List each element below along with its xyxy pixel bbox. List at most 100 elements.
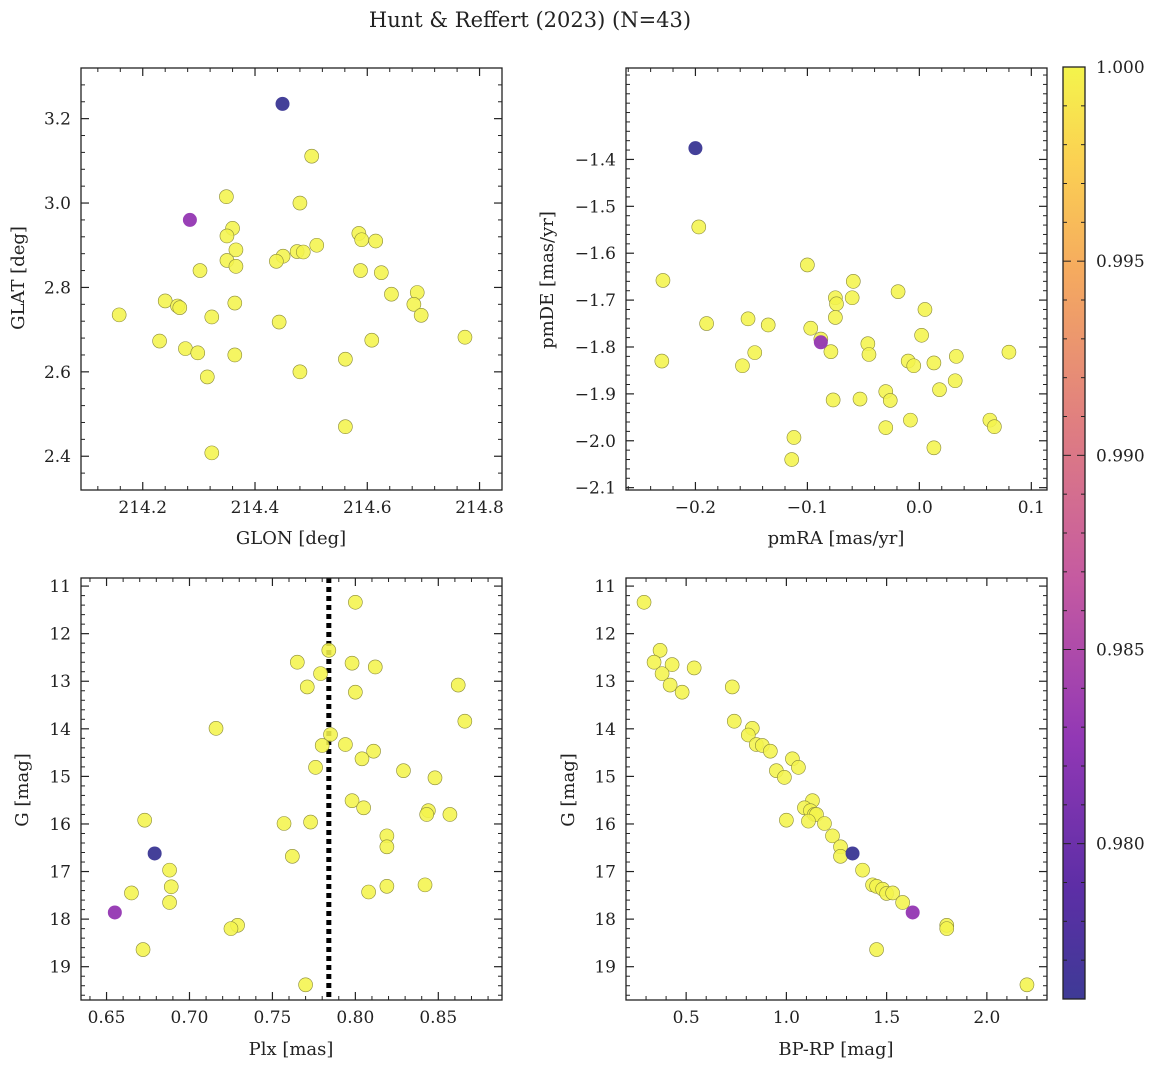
data-point [361,884,376,900]
y-tick-label: 3.2 [44,110,71,130]
axis-ticks: 214.2 214.4 214.6 214.8 2.4 2.6 2.8 3.0 3.2 [44,67,504,518]
data-point [219,228,235,244]
data-point [784,452,800,467]
data-point [204,445,220,461]
x-tick-label: 0.85 [419,1008,457,1028]
data-point [344,655,360,671]
data-point [917,302,933,317]
data-point [303,814,318,830]
y-tick-label: 12 [594,625,616,645]
data-point [227,347,243,363]
axis-ticks: 0.65 0.70 0.75 0.80 0.85 11 12 13 14 15 16 17 18 19 [49,577,502,1028]
data-point [636,594,652,610]
data-point [939,921,955,936]
data-point [895,895,910,910]
data-point [152,333,167,349]
x-tick-label: 214.8 [455,498,504,518]
colorbar-tick-label: 0.995 [1096,252,1145,272]
y-tick-label: 16 [594,815,616,835]
data-point [348,684,363,700]
data-point [852,391,868,407]
y-tick-label: 19 [594,958,616,978]
data-point [417,877,433,893]
y-tick-label: 15 [594,767,616,787]
data-point [779,812,794,828]
data-point [356,800,371,816]
data-point [308,760,323,775]
data-point [219,189,234,205]
scatter-points [107,594,473,993]
x-tick-label: 214.2 [118,498,167,518]
data-point [801,813,816,829]
data-point [926,355,942,371]
data-point [987,419,1002,435]
data-point [699,316,714,331]
data-point [652,643,668,658]
data-point [295,244,311,260]
colorbar-tick-label: 0.990 [1096,446,1145,466]
y-tick-label: −1.6 [575,244,616,264]
plot-frame [625,67,1048,491]
x-tick-label: 214.6 [343,498,392,518]
data-point [1019,977,1035,993]
y-tick-label: −1.9 [575,385,616,405]
data-point [914,327,929,343]
data-point [309,237,325,253]
panel-glon-glat: GLON [deg] GLAT [deg] 214.2 214.4 214.6 214… [8,67,504,549]
data-point [855,862,870,878]
y-tick-label: 19 [49,958,71,978]
y-tick-label: 2.4 [44,447,71,467]
scatter-points [636,594,1035,993]
data-point [457,713,473,729]
data-point [726,713,742,729]
data-point [208,721,224,736]
colorbar-tick-label: 1.000 [1096,58,1145,78]
y-tick-label: −2.1 [575,479,616,499]
data-point [124,885,139,901]
data-point [163,879,179,895]
y-tick-label: 2.8 [44,278,71,298]
data-point [662,677,678,693]
data-point [292,364,308,380]
data-point [321,643,337,658]
x-tick-label: 0.1 [1018,498,1045,518]
data-point [688,141,703,156]
data-point [828,310,843,325]
data-point [298,977,313,993]
data-point [323,727,338,742]
data-point [442,807,458,822]
data-point [364,332,380,348]
data-point [223,921,239,936]
data-point [285,849,300,864]
data-point [162,862,177,878]
y-tick-label: 17 [49,863,71,883]
data-point [724,679,740,695]
y-tick-label: 17 [594,863,616,883]
data-point [111,307,127,323]
data-point [419,807,434,822]
x-tick-label: 0.65 [88,1008,126,1028]
data-point [299,679,315,695]
data-point [825,392,841,408]
data-point [800,257,815,273]
data-point [384,286,399,302]
plot-frame [80,577,503,1001]
x-axis-label: Plx [mas] [249,1039,334,1060]
x-tick-label: 1.0 [773,1008,800,1028]
data-point [813,335,828,350]
data-point [228,242,244,258]
data-point [413,307,429,323]
data-point [890,284,906,299]
data-point [906,358,922,374]
x-tick-label: 0.5 [673,1008,700,1028]
y-tick-label: −1.4 [575,150,616,170]
x-tick-label: 0.80 [336,1008,374,1028]
data-point [344,793,360,808]
figure-title: Hunt & Reffert (2023) (N=43) [369,8,691,32]
plot-frame [625,577,1048,1001]
data-point [396,763,411,778]
axis-ticks: 0.5 1.0 1.5 2.0 11 12 13 14 15 16 17 18 19 [594,577,1048,1028]
data-point [803,320,819,336]
data-point [354,232,369,248]
data-point [932,382,947,397]
